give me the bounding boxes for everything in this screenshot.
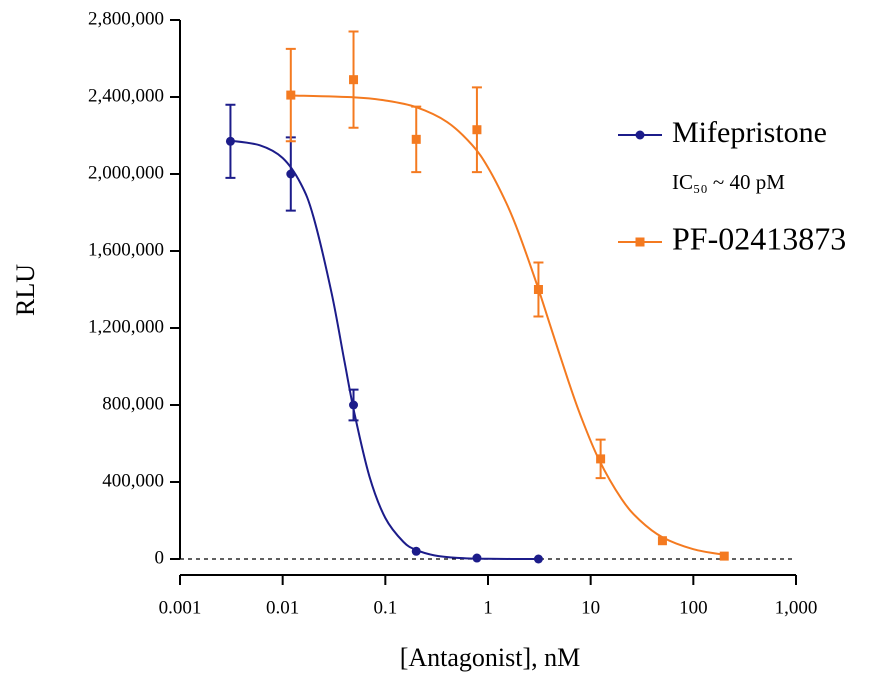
data-point [349, 400, 359, 410]
data-point [719, 551, 729, 561]
y-tick-label: 800,000 [102, 393, 164, 414]
y-tick-label: 400,000 [102, 470, 164, 491]
data-point [596, 454, 606, 464]
data-point [286, 90, 296, 100]
x-tick-label: 1 [483, 597, 493, 618]
data-point [472, 553, 482, 563]
fit-curve [290, 94, 725, 556]
data-point [533, 285, 543, 294]
y-tick-label: 1,600,000 [88, 239, 164, 260]
data-point [411, 134, 421, 144]
data-point [533, 554, 543, 564]
legend-label: PF-02413873 [672, 220, 846, 256]
data-point [349, 75, 359, 85]
x-tick-label: 10 [581, 597, 600, 618]
x-tick-label: 0.01 [266, 597, 299, 618]
legend-label: Mifepristone [672, 116, 827, 149]
data-point [225, 136, 235, 146]
y-tick-label: 2,000,000 [88, 162, 164, 183]
fit-curve [228, 139, 539, 560]
y-tick-label: 0 [155, 547, 165, 568]
legend-marker [635, 237, 645, 247]
y-tick-label: 2,400,000 [88, 85, 164, 106]
data-point [472, 125, 482, 135]
y-tick-label: 1,200,000 [88, 316, 164, 337]
legend-marker [635, 130, 645, 140]
x-tick-label: 1,000 [775, 597, 818, 618]
data-point [411, 546, 421, 556]
x-tick-label: 100 [679, 597, 708, 618]
annotation: IC₅₀ ~ 40 pM [672, 170, 785, 194]
x-tick-label: 0.1 [373, 597, 397, 618]
data-point [657, 536, 667, 546]
y-axis-label: RLU [11, 264, 40, 316]
x-axis-label: [Antagonist], nM [400, 643, 581, 672]
data-point [286, 169, 296, 179]
x-tick-label: 0.001 [159, 597, 202, 618]
y-tick-label: 2,800,000 [88, 8, 164, 29]
